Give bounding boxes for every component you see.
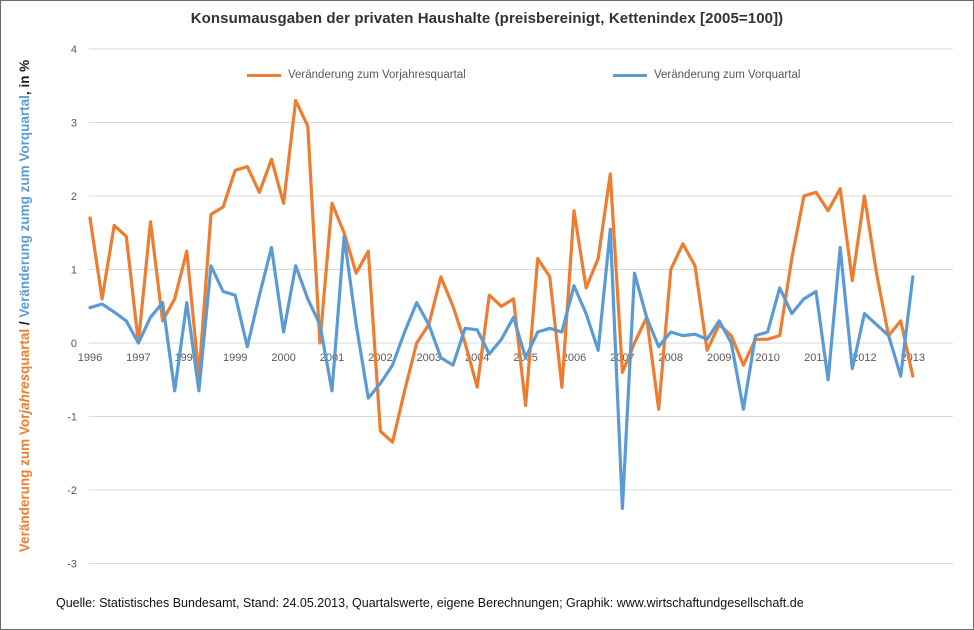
y-tick-label: 1 xyxy=(71,265,77,277)
x-tick-label: 1997 xyxy=(126,352,150,364)
legend-line-swatch-blue xyxy=(613,73,647,77)
y-tick-label: 3 xyxy=(71,118,77,130)
y-tick-label: -2 xyxy=(67,485,77,497)
legend-item-vorjahresquartal: Veränderung zum Vorjahresquartal xyxy=(247,69,466,81)
source-attribution: Quelle: Statistisches Bundesamt, Stand: … xyxy=(56,596,804,610)
legend-item-vorquartal: Veränderung zum Vorquartal xyxy=(613,69,800,81)
series-line-vorjahresquartal xyxy=(88,98,915,444)
x-tick-label: 2002 xyxy=(368,352,392,364)
y-tick-label: -3 xyxy=(67,559,77,571)
series-line-vorquartal xyxy=(88,227,915,510)
y-tick-label: 2 xyxy=(71,191,77,203)
x-tick-label: 2001 xyxy=(320,352,344,364)
x-tick-label: 2003 xyxy=(417,352,441,364)
y-axis-title: Veränderung zum Vorjahresquartal / Verän… xyxy=(17,59,32,553)
y-tick-label: 4 xyxy=(71,44,77,56)
x-tick-label: 2006 xyxy=(562,352,586,364)
x-tick-label: 1996 xyxy=(78,352,102,364)
legend-label: Veränderung zum Vorquartal xyxy=(654,69,801,81)
x-tick-label: 2010 xyxy=(755,352,779,364)
x-tick-label: 2000 xyxy=(271,352,295,364)
x-tick-label: 2012 xyxy=(852,352,876,364)
x-tick-label: 2011 xyxy=(804,352,828,364)
x-tick-label: 1999 xyxy=(223,352,247,364)
chart-title: Konsumausgaben der privaten Haushalte (p… xyxy=(190,10,784,27)
legend-label: Veränderung zum Vorjahresquartal xyxy=(288,69,466,81)
y-tick-label: -1 xyxy=(67,412,77,424)
legend-line-swatch-orange xyxy=(247,73,281,77)
x-tick-label: 2009 xyxy=(707,352,731,364)
y-tick-label: 0 xyxy=(71,338,77,350)
